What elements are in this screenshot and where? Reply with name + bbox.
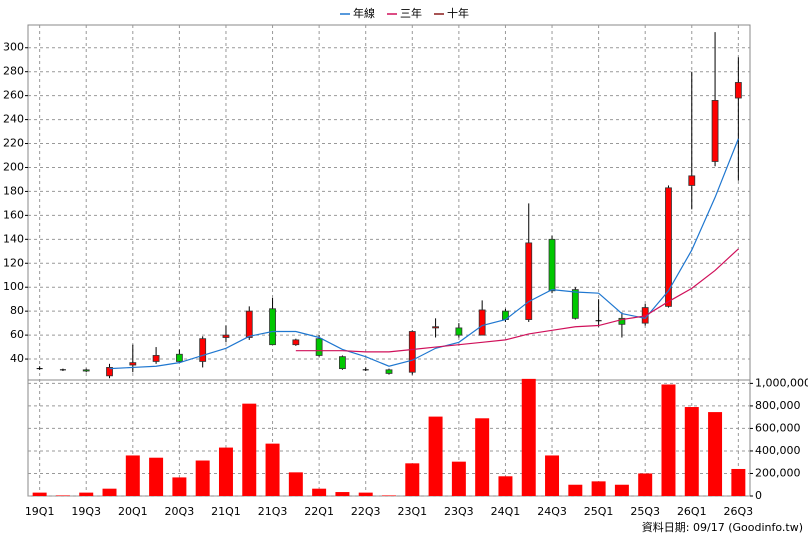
volume-bar [731, 468, 746, 496]
candle-body [82, 369, 90, 372]
x-tick-label: 22Q3 [351, 505, 381, 518]
volume-bar [32, 492, 47, 496]
candle-body [129, 362, 137, 366]
volume-bar [288, 472, 303, 496]
candle-body [665, 187, 672, 307]
candle-body [734, 82, 742, 99]
volume-bar [521, 378, 536, 496]
volume-bar [405, 463, 420, 496]
candle-body [385, 369, 393, 374]
candle-body [106, 367, 113, 377]
legend-label: 三年 [400, 6, 422, 20]
volume-bar [475, 418, 490, 496]
candle-body [315, 338, 323, 356]
y-tick-label: 120 [3, 256, 24, 269]
x-tick-label: 26Q1 [677, 505, 707, 518]
x-tick-label: 25Q1 [584, 505, 614, 518]
y-tick-label: 140 [3, 232, 24, 245]
y-tick-label: 260 [3, 89, 24, 102]
y2-tick-label: 600,000 [755, 421, 801, 434]
volume-bar [498, 476, 513, 496]
candle-body [455, 327, 463, 336]
volume-bar [265, 443, 280, 496]
volume-bar [242, 403, 257, 496]
candle-body [548, 238, 556, 292]
y-tick-label: 280 [3, 65, 24, 78]
volume-bar [125, 455, 140, 496]
volume-bar [79, 492, 94, 496]
y-tick-label: 300 [3, 41, 24, 54]
x-tick-label: 21Q1 [211, 505, 241, 518]
x-tick-label: 19Q1 [25, 505, 55, 518]
x-tick-label: 20Q1 [118, 505, 148, 518]
y-tick-label: 80 [10, 304, 24, 317]
y-tick-label: 60 [10, 328, 24, 341]
x-tick-label: 26Q3 [724, 505, 754, 518]
candle-body [408, 331, 416, 373]
y2-tick-label: 200,000 [755, 466, 801, 479]
candle-body [478, 309, 486, 336]
x-tick-label: 25Q3 [630, 505, 660, 518]
x-tick-label: 22Q1 [304, 505, 334, 518]
source-note: 資料日期: 09/17 (Goodinfo.tw) [642, 520, 803, 534]
y-tick-label: 160 [3, 208, 24, 221]
candle-body [152, 355, 160, 362]
candle-body [175, 353, 183, 362]
y2-tick-label: 1,000,000 [755, 376, 808, 389]
legend-label: 十年 [447, 6, 469, 20]
y2-tick-label: 0 [755, 489, 762, 502]
candle-body [292, 339, 300, 346]
volume-bar [708, 412, 723, 496]
y2-tick-label: 400,000 [755, 444, 801, 457]
volume-bar [684, 407, 699, 496]
candle-body [711, 100, 719, 162]
volume-bar [382, 495, 396, 496]
y2-tick-label: 800,000 [755, 399, 801, 412]
candle-body [199, 338, 207, 362]
candle-body [245, 310, 253, 338]
candle-body [339, 356, 346, 370]
candle-body [432, 326, 439, 329]
volume-bar [428, 416, 443, 496]
candle-body [571, 289, 579, 319]
volume-bar [312, 488, 327, 496]
volume-bar [661, 384, 676, 496]
candle-body [688, 175, 696, 186]
y-tick-label: 180 [3, 184, 24, 197]
x-tick-label: 21Q3 [258, 505, 288, 518]
volume-bar [591, 481, 606, 496]
x-tick-label: 19Q3 [71, 505, 101, 518]
volume-bar [568, 484, 583, 496]
volume-bar [614, 484, 629, 496]
volume-bar [358, 492, 373, 496]
candle-body [525, 242, 533, 320]
y-tick-label: 40 [10, 352, 24, 365]
x-tick-label: 20Q3 [165, 505, 195, 518]
volume-bar [451, 461, 466, 496]
y-tick-label: 240 [3, 113, 24, 126]
y-tick-label: 200 [3, 160, 24, 173]
volume-bar [149, 457, 164, 496]
volume-bar [195, 460, 210, 496]
volume-bar [638, 473, 653, 496]
legend-label: 年線 [353, 6, 375, 20]
ma-line [109, 138, 739, 370]
volume-bar [172, 477, 187, 496]
volume-bar [55, 495, 70, 496]
x-tick-label: 23Q1 [397, 505, 427, 518]
x-tick-label: 24Q3 [537, 505, 567, 518]
volume-bar [335, 492, 350, 496]
y-tick-label: 220 [3, 137, 24, 150]
volume-bar [102, 488, 117, 496]
ma-line [295, 248, 739, 353]
y-tick-label: 100 [3, 280, 24, 293]
candle-body [618, 317, 626, 325]
candle-body [269, 308, 276, 346]
volume-bar [545, 455, 560, 496]
volume-bar [218, 447, 233, 496]
x-tick-label: 24Q1 [491, 505, 521, 518]
candle-body [222, 334, 230, 338]
x-tick-label: 23Q3 [444, 505, 474, 518]
